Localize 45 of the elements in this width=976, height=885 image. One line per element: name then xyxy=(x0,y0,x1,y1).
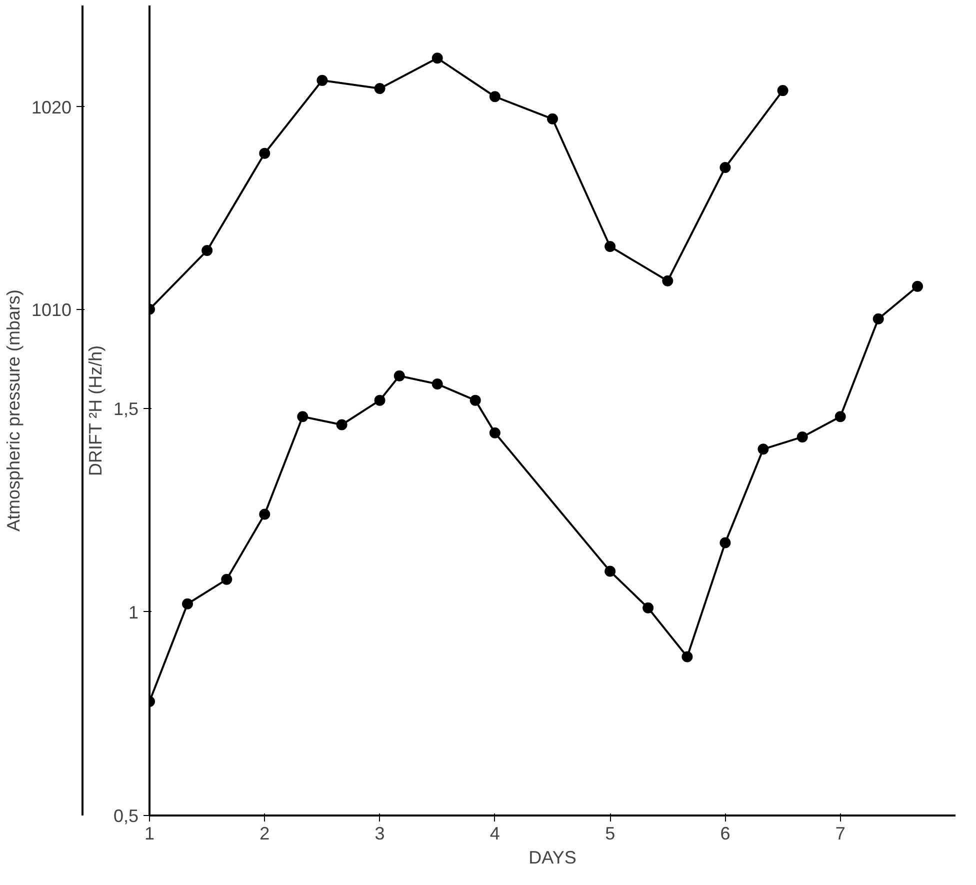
point xyxy=(374,394,386,406)
y2-axis-title: Atmospheric pressure (mbars) xyxy=(3,289,24,532)
point xyxy=(432,378,443,390)
x-tick-label: 5 xyxy=(605,824,616,844)
point xyxy=(470,394,481,406)
point xyxy=(374,83,386,94)
point xyxy=(316,74,328,86)
point xyxy=(777,85,788,96)
point xyxy=(642,602,654,614)
x-tick-label: 3 xyxy=(374,824,385,844)
x-tick-label: 6 xyxy=(720,824,730,844)
point xyxy=(259,508,270,520)
point xyxy=(221,574,232,585)
point xyxy=(834,411,846,422)
y-tick-label: 1,5 xyxy=(113,398,139,419)
point xyxy=(682,651,693,662)
point xyxy=(259,148,270,159)
y2-tick-label: 1010 xyxy=(31,300,72,320)
point xyxy=(297,411,308,422)
point xyxy=(604,240,616,252)
point xyxy=(662,275,674,286)
x-tick-label: 4 xyxy=(490,824,500,844)
point xyxy=(758,444,769,455)
point xyxy=(720,162,731,173)
point xyxy=(604,566,616,577)
point xyxy=(489,427,500,438)
point xyxy=(912,280,924,292)
x-tick-label: 1 xyxy=(144,824,155,844)
y-tick-label: 1 xyxy=(128,602,139,622)
point xyxy=(547,113,558,124)
point xyxy=(872,313,884,324)
y2-tick-label: 1020 xyxy=(31,97,72,118)
y-tick-label: 0,5 xyxy=(113,806,139,826)
point xyxy=(796,431,808,442)
point xyxy=(720,537,731,548)
point xyxy=(202,245,213,256)
y-axis-title: DRIFT ²H (Hz/h) xyxy=(85,345,106,476)
point xyxy=(336,419,348,430)
x-axis-title: DAYS xyxy=(528,848,576,868)
point xyxy=(489,91,500,102)
point xyxy=(394,370,405,382)
x-tick-label: 2 xyxy=(260,824,270,844)
x-tick-label: 7 xyxy=(835,824,846,844)
point xyxy=(182,598,193,610)
point xyxy=(432,52,443,64)
